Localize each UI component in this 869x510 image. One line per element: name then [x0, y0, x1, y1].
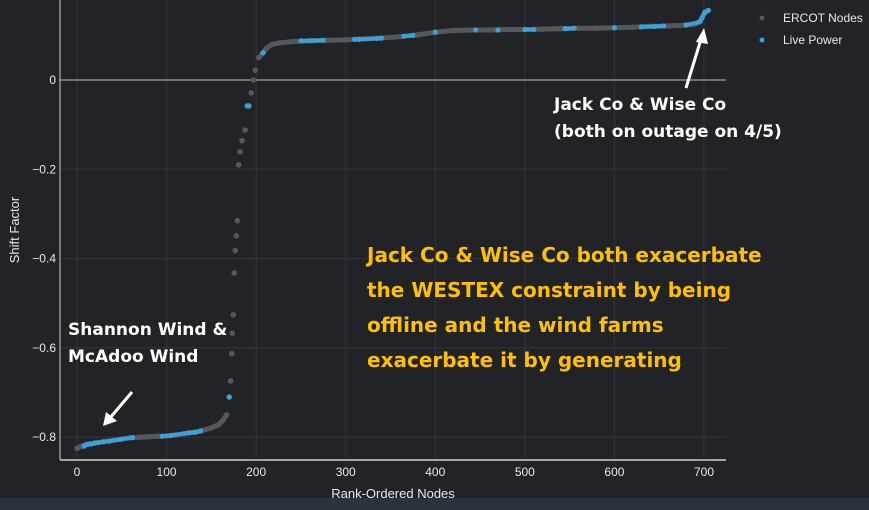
- data-point: [378, 35, 385, 41]
- data-point: [246, 103, 252, 109]
- legend-marker-live: [759, 37, 765, 43]
- annotation-jack-wise: Jack Co & Wise Co (both on outage on 4/5…: [554, 92, 782, 146]
- data-point: [230, 312, 237, 318]
- series-segment: [379, 34, 402, 41]
- series-ercot-nodes: [74, 7, 711, 452]
- annotation-wind: Shannon Wind & McAdoo Wind: [68, 317, 227, 371]
- arrow-jack-wise: [684, 35, 704, 89]
- annotation-line: the WESTEX constraint by being: [367, 278, 732, 302]
- grid: [60, 0, 726, 460]
- chart-marks: [74, 7, 712, 452]
- x-tick-label: 700: [694, 465, 714, 479]
- data-point: [705, 7, 712, 13]
- x-axis-label: Rank-Ordered Nodes: [331, 486, 455, 501]
- annotation-line: exacerbate it by generating: [367, 348, 682, 372]
- x-tick-label: 200: [246, 465, 266, 479]
- data-point: [198, 428, 204, 434]
- x-tick-label: 600: [604, 465, 624, 479]
- x-tick-label: 300: [336, 465, 356, 479]
- annotation-explanation: Jack Co & Wise Co both exacerbate the WE…: [367, 238, 762, 378]
- x-tick-label: 0: [74, 465, 81, 479]
- legend: ERCOT Nodes Live Power: [759, 11, 863, 47]
- data-point: [410, 32, 416, 38]
- data-point: [233, 233, 240, 239]
- x-tick-label: 400: [425, 465, 445, 479]
- series-segment: [357, 36, 380, 42]
- data-point: [531, 26, 537, 33]
- data-point: [235, 162, 242, 168]
- y-tick-label: −0.4: [32, 252, 56, 266]
- series-segment: [169, 430, 191, 438]
- arrow-head-wind: [103, 412, 117, 426]
- data-point: [260, 50, 266, 56]
- annotation-line: (both on outage on 4/5): [554, 122, 782, 142]
- data-point: [228, 350, 235, 357]
- annotation-line: Shannon Wind &: [68, 320, 228, 340]
- arrow-wind: [108, 391, 134, 419]
- y-axis-label: Shift Factor: [7, 196, 22, 263]
- data-point: [252, 67, 259, 73]
- y-tick-label: −0.2: [32, 162, 56, 176]
- data-point: [661, 23, 667, 29]
- annotation-line: Jack Co & Wise Co: [554, 95, 727, 115]
- data-point: [242, 127, 248, 133]
- axes: 0 100 200 300 400 500 600 700 0 −0.2 −0.4 −0.6 −0.8: [32, 0, 726, 479]
- series-live-power: [81, 7, 712, 449]
- y-tick-label: 0: [49, 73, 56, 87]
- data-point: [571, 25, 577, 31]
- legend-marker-ercot: [759, 15, 765, 21]
- annotation-line: offline and the wind farms: [367, 313, 664, 337]
- data-point: [611, 25, 618, 31]
- data-point: [223, 412, 230, 418]
- data-point: [472, 27, 479, 33]
- data-point: [237, 149, 243, 155]
- data-point: [129, 435, 136, 441]
- taskbar-strip: [0, 498, 869, 510]
- series-segment: [432, 27, 456, 35]
- data-point: [232, 247, 239, 254]
- data-point: [495, 27, 501, 33]
- arrow-head-jack-wise: [696, 28, 708, 44]
- annotation-line: McAdoo Wind: [68, 347, 199, 367]
- data-point: [234, 217, 241, 224]
- data-point: [239, 137, 245, 144]
- data-point: [229, 330, 236, 336]
- y-tick-label: −0.8: [32, 430, 56, 444]
- data-point: [320, 37, 326, 43]
- data-point: [432, 29, 438, 35]
- series-segment: [665, 22, 689, 29]
- data-point: [231, 270, 238, 276]
- annotation-line: Jack Co & Wise Co both exacerbate: [367, 243, 762, 267]
- x-tick-label: 500: [515, 465, 535, 479]
- data-point: [227, 378, 234, 384]
- annotation-arrows: [103, 28, 708, 426]
- data-point: [248, 90, 255, 96]
- data-point: [250, 77, 257, 83]
- legend-label-live[interactable]: Live Power: [783, 33, 842, 47]
- x-tick-label: 100: [157, 465, 177, 479]
- legend-label-ercot[interactable]: ERCOT Nodes: [783, 11, 863, 25]
- series-segment: [414, 29, 438, 38]
- data-point: [226, 394, 232, 400]
- y-tick-label: −0.6: [32, 341, 56, 355]
